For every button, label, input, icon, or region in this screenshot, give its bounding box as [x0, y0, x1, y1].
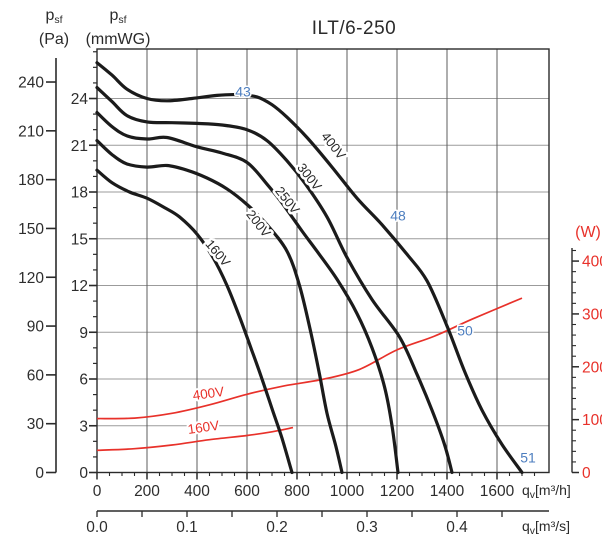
- m3h-tick-label: 0: [93, 483, 102, 500]
- pa-tick-label: 30: [27, 416, 45, 433]
- plot-frame: [96, 48, 550, 474]
- watt-tick-label: 400: [582, 254, 602, 271]
- pa-tick-label: 150: [18, 221, 44, 238]
- m3s-tick-label: 0.3: [356, 519, 378, 536]
- pressure-axis-header-pa: psf (Pa): [26, 6, 82, 49]
- mmwg-unit: (mmWG): [85, 31, 151, 48]
- pa-symbol-sub: sf: [54, 14, 63, 26]
- m3h-tick-label: 600: [234, 483, 260, 500]
- chart-title: ILT/6-250: [311, 18, 397, 39]
- flow-axis-label-m3h: qv[m³/h]: [522, 482, 571, 501]
- axis-mmwg: 0 3 6 9 12 15 18 21 24: [71, 51, 97, 482]
- m3h-unit: [m³/h]: [535, 482, 571, 498]
- voltage-label-250V: 250V: [272, 184, 303, 217]
- gridlines: [97, 49, 549, 473]
- axis-m3s: 0.0 0.1 0.2 0.3 0.4: [86, 510, 549, 536]
- flow-axis-label-m3s: qv[m³/s]: [522, 518, 570, 537]
- pressure-curves: [95, 61, 524, 475]
- m3s-tick-label: 0.2: [266, 519, 288, 536]
- mmwg-tick-label: 3: [79, 418, 88, 435]
- pa-tick-label: 120: [18, 270, 44, 287]
- power-label-160V: 160V: [187, 418, 220, 437]
- noise-level-label-43: 43: [235, 83, 251, 99]
- pressure-curve-200V: [95, 139, 344, 475]
- pressure-axis-header-mmwg: psf (mmWG): [74, 6, 162, 49]
- pressure-curve-250V: [95, 110, 400, 475]
- m3s-symbol: q: [522, 518, 530, 534]
- power-curve-160V: [96, 426, 294, 452]
- mmwg-tick-label: 24: [71, 91, 89, 108]
- noise-level-label-50: 50: [457, 323, 473, 339]
- noise-level-label-51: 51: [520, 450, 536, 466]
- m3s-symbol-sub: v: [529, 525, 536, 537]
- m3h-tick-label: 1400: [430, 483, 465, 500]
- voltage-label-160V: 160V: [202, 237, 233, 270]
- power-label-400V: 400V: [192, 384, 225, 403]
- mmwg-tick-label: 15: [71, 231, 88, 248]
- m3h-symbol: q: [522, 482, 530, 498]
- m3s-tick-label: 0.4: [446, 519, 468, 536]
- axis-watt: 0 100 200 300 400: [571, 248, 602, 482]
- watt-tick-label: 100: [582, 412, 602, 429]
- m3h-tick-label: 1000: [330, 483, 365, 500]
- pa-tick-label: 210: [18, 123, 44, 140]
- m3s-unit: [m³/s]: [535, 518, 571, 534]
- power-curves: [96, 297, 523, 452]
- watt-tick-label: 0: [582, 465, 591, 482]
- watt-unit: (W): [575, 224, 601, 241]
- pa-tick-label: 180: [18, 172, 44, 189]
- noise-level-label-48: 48: [390, 207, 406, 223]
- watt-tick-label: 300: [582, 306, 602, 323]
- voltage-label-200V: 200V: [243, 207, 274, 240]
- m3h-tick-label: 1200: [380, 483, 415, 500]
- pa-tick-label: 0: [35, 465, 44, 482]
- m3h-tick-label: 400: [184, 483, 210, 500]
- pressure-curve-160V: [95, 168, 294, 475]
- m3s-tick-label: 0.1: [176, 519, 198, 536]
- pressure-curve-400V: [95, 61, 524, 475]
- m3h-tick-label: 200: [134, 483, 160, 500]
- power-curve-400V: [96, 297, 523, 420]
- mmwg-tick-label: 9: [79, 325, 88, 342]
- mmwg-symbol-sub: sf: [118, 14, 127, 26]
- power-axis-header: (W): [574, 223, 602, 242]
- m3s-tick-label: 0.0: [86, 519, 108, 536]
- pa-tick-label: 90: [27, 319, 45, 336]
- mmwg-tick-label: 18: [71, 185, 88, 202]
- pressure-curve-300V: [95, 86, 454, 475]
- m3h-symbol-sub: v: [529, 489, 536, 501]
- watt-tick-label: 200: [582, 359, 602, 376]
- m3h-tick-label: 800: [284, 483, 310, 500]
- mmwg-tick-label: 6: [79, 372, 88, 389]
- axis-pa: 0 30 60 90 120 150 180 210 240: [18, 58, 57, 482]
- pa-tick-label: 240: [18, 75, 44, 92]
- pa-tick-label: 60: [27, 367, 45, 384]
- m3h-tick-label: 1600: [480, 483, 515, 500]
- mmwg-tick-label: 0: [79, 465, 88, 482]
- pa-unit: (Pa): [38, 31, 70, 48]
- mmwg-tick-label: 12: [71, 278, 88, 295]
- axis-m3h: 0 200 400 600 800 1000 1200 1400 1600: [93, 472, 536, 500]
- mmwg-symbol: p: [109, 7, 119, 24]
- pa-symbol: p: [45, 7, 55, 24]
- mmwg-tick-label: 21: [71, 138, 88, 155]
